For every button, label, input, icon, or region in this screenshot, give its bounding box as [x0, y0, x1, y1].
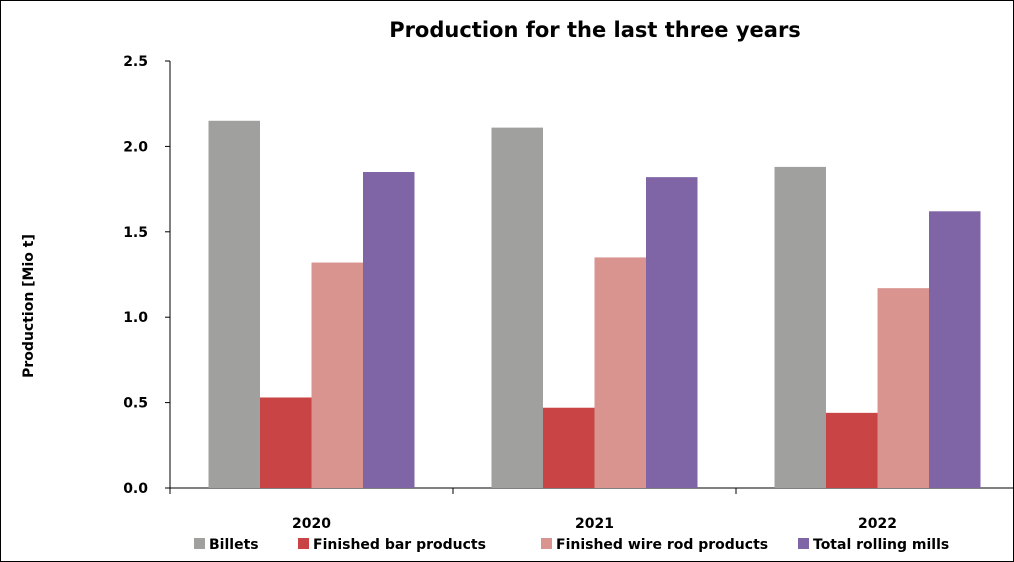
legend-label: Finished bar products: [313, 537, 486, 553]
bar-billets-2020: [208, 120, 260, 488]
y-tick-label: 2.5: [123, 54, 148, 70]
y-tick-label: 1.0: [123, 310, 148, 326]
bar-finished-wire-rod-products-2020: [311, 262, 363, 488]
y-tick-label: 1.5: [123, 225, 148, 241]
bar-finished-bar-products-2020: [260, 397, 312, 488]
y-tick-label: 0.5: [123, 396, 148, 412]
bar-total-rolling-mills-2021: [646, 177, 698, 489]
x-tick-label: 2020: [292, 516, 331, 532]
bar-total-rolling-mills-2020: [363, 172, 415, 488]
bar-billets-2022: [774, 166, 826, 488]
x-tick-label: 2021: [575, 516, 614, 532]
bar-billets-2021: [491, 127, 543, 488]
legend-swatch: [194, 538, 205, 549]
y-axis-label: Production [Mio t]: [21, 234, 37, 378]
legend-swatch: [298, 538, 309, 549]
x-tick-label: 2022: [858, 516, 897, 532]
chart-title: Production for the last three years: [389, 18, 801, 42]
legend-label: Finished wire rod products: [556, 537, 768, 553]
legend-label: Billets: [209, 537, 259, 553]
y-tick-label: 0.0: [123, 481, 148, 497]
bar-total-rolling-mills-2022: [929, 211, 981, 488]
y-tick-label: 2.0: [123, 139, 148, 155]
bar-finished-wire-rod-products-2021: [594, 257, 646, 488]
legend-swatch: [798, 538, 809, 549]
bar-finished-bar-products-2022: [826, 412, 878, 488]
bar-finished-wire-rod-products-2022: [877, 288, 929, 488]
bars: [208, 120, 981, 489]
legend-swatch: [541, 538, 552, 549]
bar-finished-bar-products-2021: [543, 407, 595, 488]
legend: Billets Finished bar products Finished wir…: [194, 537, 949, 553]
legend-label: Total rolling mills: [813, 537, 949, 553]
